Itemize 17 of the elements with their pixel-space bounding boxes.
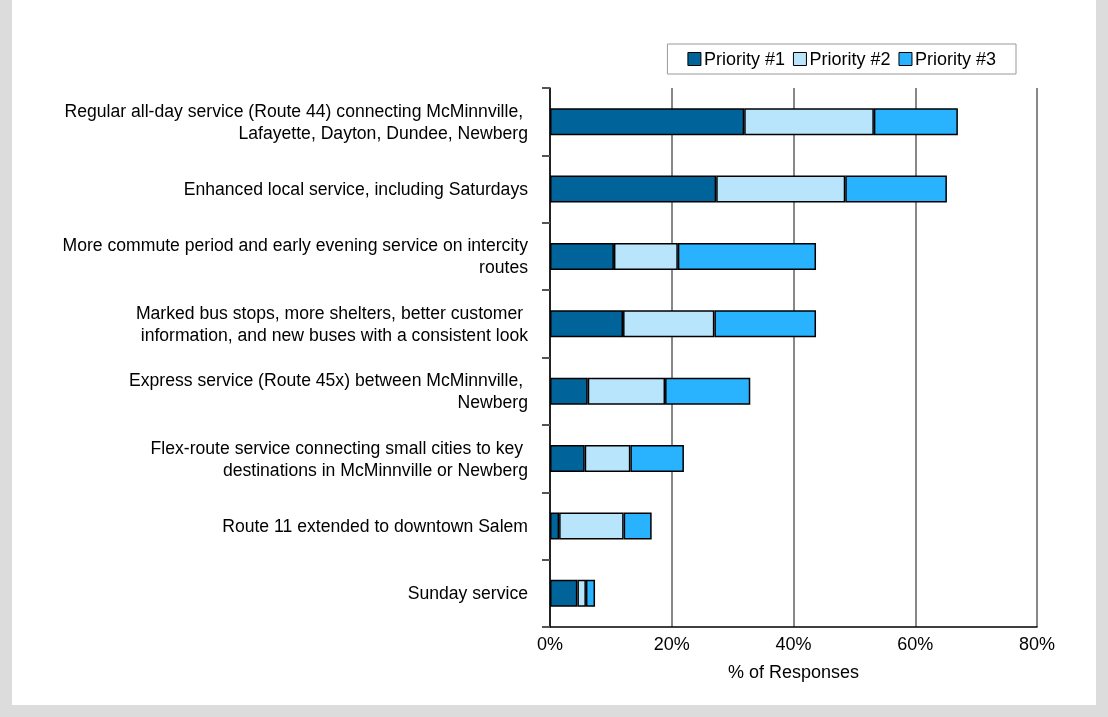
x-tick-label: 40% <box>775 634 812 654</box>
legend-label: Priority #3 <box>914 49 996 69</box>
y-tick-label: Marked bus stops, more shelters, better customer information, and new buses with a consistent look <box>135 302 529 345</box>
x-tick-label: 20% <box>653 634 690 654</box>
x-tick-label: 60% <box>897 634 934 654</box>
x-tick-label: 0% <box>536 634 564 654</box>
x-tick-label: 80% <box>1018 634 1056 654</box>
y-tick-label: Enhanced local service, including Saturdays <box>183 179 529 200</box>
x-axis-title: % of Responses <box>727 662 860 682</box>
y-tick-label: Sunday service <box>407 583 528 604</box>
y-tick-label: Route 11 extended to downtown Salem <box>222 515 528 536</box>
legend-label: Priority #2 <box>809 49 891 69</box>
y-tick-label: More commute period and early evening service on intercity routes <box>62 235 529 278</box>
y-tick-label: Express service (Route 45x) between McMinnville, Newberg <box>129 370 528 413</box>
y-tick-label: Flex-route service connecting small cities to key destinations in McMinnville or Newberg <box>150 437 528 480</box>
legend-label: Priority #1 <box>703 49 785 69</box>
y-tick-label: Regular all-day service (Route 44) connecting McMinnville, Lafayette, Dayton, Dundee, Newberg <box>64 100 528 143</box>
